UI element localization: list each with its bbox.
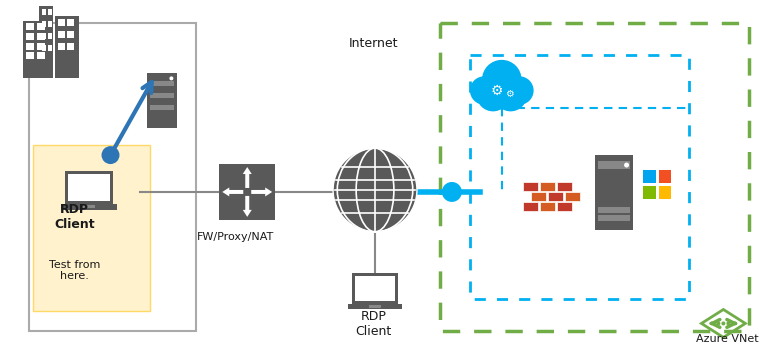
Text: Internet: Internet [349,37,398,50]
FancyArrow shape [243,167,252,188]
Bar [28,23,196,331]
Bar [66,31,74,38]
Bar [598,161,630,169]
Bar [42,9,45,15]
Circle shape [624,163,629,168]
Bar [68,174,111,201]
Circle shape [477,79,510,111]
Text: ⚙: ⚙ [490,84,503,98]
Bar [37,52,45,60]
Circle shape [470,76,498,105]
Circle shape [726,321,731,325]
Bar [42,45,45,51]
Bar [557,202,571,211]
Bar [48,20,52,27]
Text: RDP
Client: RDP Client [54,203,95,231]
Bar [523,202,537,211]
Bar [42,33,45,38]
Bar [642,186,655,199]
Circle shape [505,76,534,105]
Bar [564,192,580,201]
FancyArrow shape [243,196,252,217]
Bar [147,73,177,128]
Bar [547,192,563,201]
Bar [150,81,174,87]
Bar [32,145,150,312]
Text: FW/Proxy/NAT: FW/Proxy/NAT [196,232,274,242]
Bar [25,33,34,39]
Bar [48,33,52,38]
Bar [25,52,34,60]
Bar [65,171,113,204]
Bar [352,272,398,303]
Bar [37,33,45,39]
Bar [658,170,671,183]
Bar [48,9,52,15]
Circle shape [442,182,462,202]
Bar [355,276,395,300]
Bar [58,42,65,50]
Bar [42,20,45,27]
Bar [440,23,749,331]
Bar [37,42,45,50]
Bar [470,56,689,299]
Bar [25,42,34,50]
Bar [48,45,52,51]
FancyArrow shape [251,187,273,196]
Circle shape [169,76,173,80]
Circle shape [721,321,725,325]
Bar [642,170,655,183]
Bar [66,19,74,25]
Text: Test from
here.: Test from here. [49,260,100,281]
Bar [658,186,671,199]
Bar [598,207,630,213]
Circle shape [494,79,527,111]
Circle shape [102,146,119,164]
Bar [37,23,45,29]
Bar [38,6,52,78]
Bar [598,215,630,221]
Bar [66,42,74,50]
Text: Azure VNet: Azure VNet [696,334,758,344]
Bar [348,303,402,309]
Bar [219,164,275,220]
Bar [150,105,174,110]
Bar [540,182,554,191]
Bar [61,204,118,210]
Text: ⚙: ⚙ [505,89,514,99]
Bar [58,19,65,25]
Text: RDP
Client: RDP Client [355,310,392,338]
Circle shape [485,76,518,109]
Bar [531,192,546,201]
Bar [523,182,537,191]
Bar [55,16,79,78]
Circle shape [482,60,521,99]
Bar [82,205,95,208]
Bar [22,20,52,78]
Circle shape [716,321,721,325]
Bar [594,155,632,230]
Bar [369,304,381,308]
Bar [557,182,571,191]
FancyArrow shape [223,187,243,196]
Bar [150,93,174,98]
Bar [58,31,65,38]
Circle shape [333,148,417,232]
Bar [540,202,554,211]
Bar [25,23,34,29]
